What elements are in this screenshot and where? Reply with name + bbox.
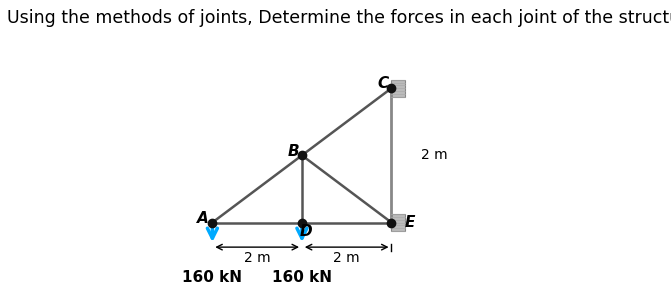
Text: 160 kN: 160 kN — [272, 269, 332, 285]
Text: 2 m: 2 m — [421, 148, 447, 162]
Bar — [391, 214, 405, 231]
Text: E: E — [405, 215, 415, 230]
Text: Using the methods of joints, Determine the forces in each joint of the structure: Using the methods of joints, Determine t… — [7, 9, 671, 27]
Text: 160 kN: 160 kN — [183, 269, 242, 285]
Text: 2 m: 2 m — [244, 251, 270, 265]
Text: C: C — [378, 76, 389, 91]
Text: D: D — [299, 224, 312, 239]
Bar — [391, 80, 405, 97]
Text: A: A — [197, 212, 209, 226]
Text: B: B — [288, 144, 300, 159]
Text: 2 m: 2 m — [333, 251, 360, 265]
